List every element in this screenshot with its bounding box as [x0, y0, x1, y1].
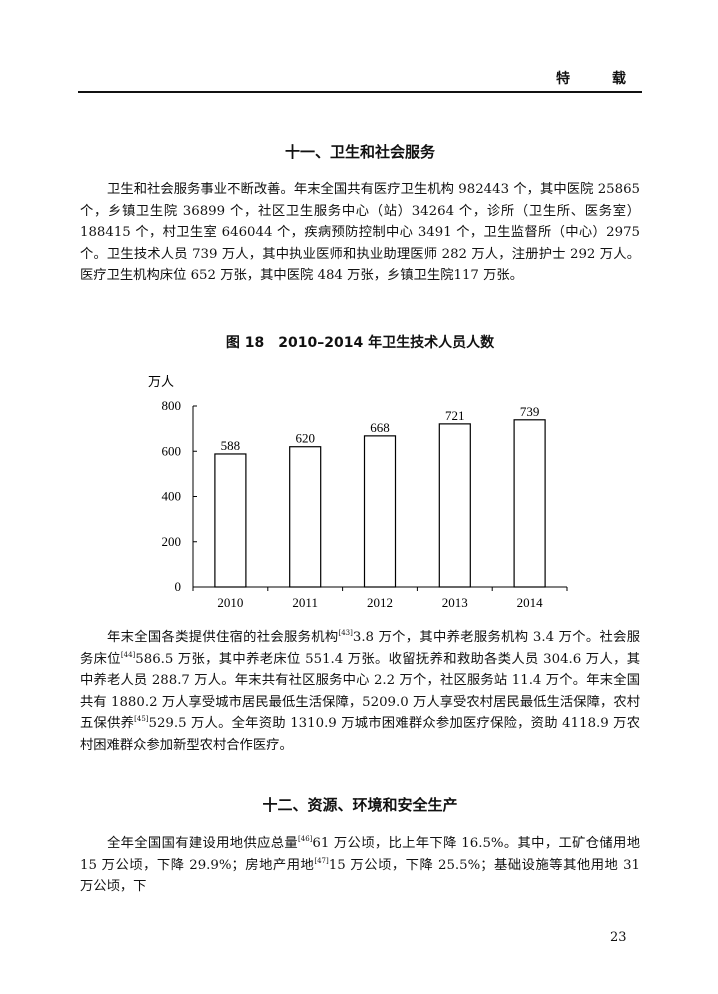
running-header-title: 特 载 — [556, 71, 640, 87]
bar-2014 — [513, 419, 546, 588]
data-label: 668 — [370, 420, 390, 435]
paragraph-land-supply: 全年全国国有建设用地供应总量[46]61 万公顷，比上年下降 16.5%。其中，… — [80, 833, 640, 898]
text-segment: 全年全国国有建设用地供应总量 — [107, 836, 299, 851]
data-label: 739 — [520, 404, 540, 419]
section-heading-12: 十二、资源、环境和安全生产 — [262, 796, 458, 814]
running-header: 特 载 — [78, 66, 642, 90]
y-tick-label: 200 — [162, 534, 182, 549]
y-tick-label: 0 — [175, 579, 182, 594]
bar-2013 — [438, 423, 471, 588]
data-label: 721 — [445, 408, 465, 423]
data-label: 620 — [295, 431, 315, 446]
x-tick-label: 2012 — [367, 595, 393, 610]
y-axis: 0 200 400 600 800 — [162, 398, 197, 594]
footnote-ref-44[interactable]: [44] — [120, 650, 136, 659]
x-tick-label: 2014 — [517, 595, 544, 610]
data-label: 588 — [221, 438, 241, 453]
bar-2012 — [363, 435, 397, 588]
bar-2011 — [289, 446, 322, 588]
footnote-ref-46[interactable]: [46] — [298, 835, 313, 843]
text-segment: 529.5 万人。全年资助 1310.9 万城市困难群众参加医疗保险，资助 41… — [80, 716, 640, 753]
x-tick-label: 2013 — [442, 595, 468, 610]
x-tick-label: 2010 — [217, 595, 243, 610]
y-tick-label: 400 — [162, 489, 182, 504]
text-segment: 年末全国各类提供住宿的社会服务机构 — [107, 630, 339, 645]
text-segment: 15 万公顷，下降 25.5%；基础设施等其他用地 31 万公顷，下 — [80, 857, 640, 895]
text-segment: 61 万公顷，比上年下降 16.5%。其中，工矿仓储用地 15 万公顷，下降 2… — [80, 836, 640, 873]
text-segment: 586.5 万张，其中养老床位 551.4 万张。收留抚养和救助各类人员 304… — [80, 651, 640, 732]
page-number: 23 — [610, 930, 627, 945]
figure-title: 图 18 2010–2014 年卫生技术人员人数 — [225, 335, 495, 351]
footnote-ref-47[interactable]: [47] — [314, 856, 329, 865]
y-axis-unit-label: 万人 — [148, 374, 174, 389]
paragraph-social-services: 年末全国各类提供住宿的社会服务机构[43]3.8 万个，其中养老服务机构 3.4… — [80, 627, 640, 756]
y-tick-label: 600 — [162, 443, 182, 458]
text-segment: 3.8 万个，其中养老服务机构 3.4 万个。社会服务床位 — [80, 630, 640, 667]
bars: 588 620 668 721 739 — [214, 404, 546, 588]
x-tick-label: 2011 — [292, 595, 318, 610]
paragraph-health-services: 卫生和社会服务事业不断改善。年末全国共有医疗卫生机构 982443 个，其中医院… — [80, 182, 640, 283]
footnote-ref-45[interactable]: [45] — [134, 715, 149, 723]
footnote-ref-43[interactable]: [43] — [338, 629, 353, 637]
bar-2010 — [214, 453, 247, 588]
y-tick-label: 800 — [162, 398, 182, 413]
header-rule — [78, 91, 642, 93]
x-axis: 2010 2011 2012 2013 2014 — [192, 586, 568, 610]
section-heading-11: 十一、卫生和社会服务 — [284, 143, 435, 161]
